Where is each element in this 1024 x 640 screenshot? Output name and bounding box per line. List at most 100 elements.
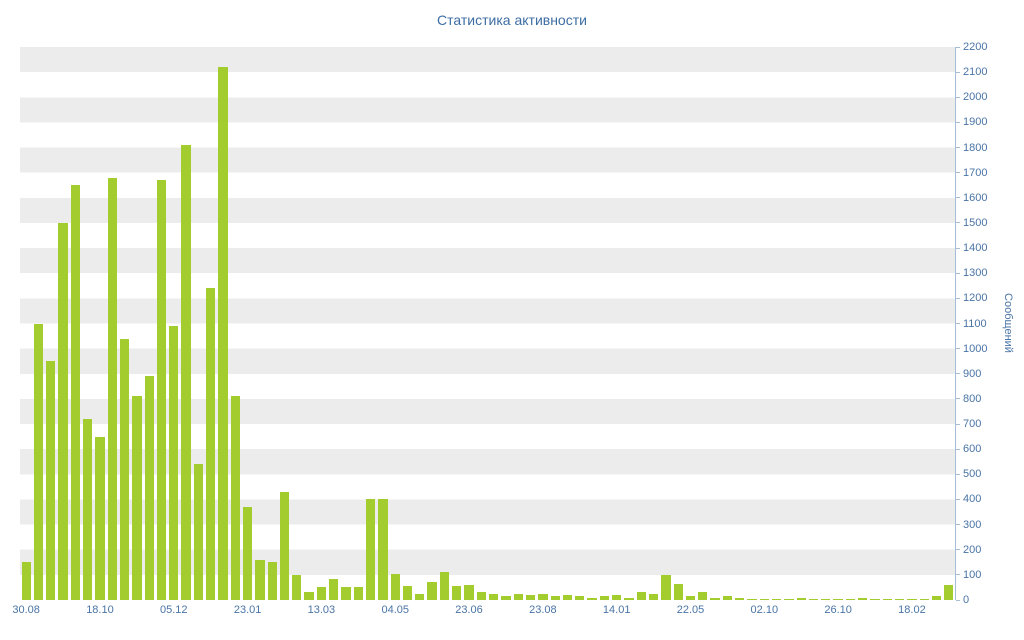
bar (242, 507, 253, 600)
y-tick-mark (956, 473, 960, 475)
y-tick-mark (956, 147, 960, 149)
y-tick-mark (956, 448, 960, 450)
bar (58, 222, 68, 600)
y-axis-title: Сообщений (1002, 293, 1014, 353)
bar (944, 584, 954, 600)
bar (550, 596, 560, 600)
bar (759, 598, 769, 600)
x-tick-label: 04.05 (381, 604, 409, 616)
bar (894, 598, 905, 600)
y-tick-label: 1400 (963, 242, 988, 255)
y-tick-label: 400 (963, 493, 982, 506)
x-tick-label: 13.03 (307, 604, 336, 616)
y-tick-label: 1700 (963, 166, 988, 179)
bar (722, 596, 733, 600)
y-tick-label: 1000 (963, 342, 988, 355)
y-tick-mark (956, 373, 960, 375)
bar (636, 592, 646, 600)
plot-area (20, 47, 956, 600)
bar (685, 596, 696, 600)
x-tick-label: 30.08 (12, 604, 40, 616)
y-tick-label: 0 (963, 594, 970, 606)
bar (870, 598, 880, 600)
y-tick-mark (956, 323, 960, 324)
y-tick-label: 200 (963, 543, 982, 556)
bar (476, 592, 486, 600)
bar (292, 574, 302, 600)
x-axis: 30.08 18.10 05.12 23.01 13.03 04.05 23.06 23.08… (12, 604, 955, 620)
x-tick-label: 14.01 (602, 604, 631, 616)
y-tick-label: 1300 (963, 267, 988, 280)
bar (513, 593, 523, 600)
y-tick-label: 1500 (963, 216, 988, 229)
bar (599, 596, 610, 600)
bar (230, 396, 240, 600)
bar (119, 338, 130, 600)
x-tick-label: 18.02 (898, 604, 926, 616)
bar (132, 396, 142, 600)
y-tick-label: 300 (963, 518, 982, 531)
y-tick-mark (956, 524, 960, 526)
bar (156, 180, 167, 600)
bar (796, 597, 806, 600)
bar (501, 596, 511, 600)
bar (427, 582, 437, 600)
bar (575, 596, 585, 600)
y-tick-mark (956, 599, 960, 601)
bar (538, 593, 548, 600)
y-tick-label: 2200 (963, 41, 988, 53)
bar (562, 594, 573, 600)
bar (218, 67, 228, 600)
bar (808, 598, 819, 600)
y-tick-mark (956, 197, 960, 199)
y-tick-mark (956, 348, 960, 350)
bar (33, 323, 44, 600)
y-tick-label: 1900 (963, 116, 988, 129)
y-tick-label: 700 (963, 418, 982, 431)
bar (193, 464, 204, 600)
y-tick-mark (956, 172, 960, 174)
y-tick-mark (956, 222, 960, 224)
y-tick-mark (956, 498, 960, 500)
bar (107, 177, 117, 600)
x-tick-label: 05.12 (160, 604, 188, 616)
bar (882, 598, 892, 600)
bar (95, 436, 105, 600)
bar (452, 586, 462, 600)
y-tick-label: 2000 (963, 91, 988, 104)
bar (661, 574, 671, 600)
bar (415, 593, 425, 600)
x-tick-label: 26.10 (824, 604, 852, 616)
bar (464, 584, 474, 600)
y-tick-mark (956, 46, 960, 48)
bar (353, 587, 363, 600)
y-tick-mark (956, 71, 960, 73)
bar (673, 583, 683, 600)
bar (83, 419, 93, 600)
bar (144, 376, 154, 600)
y-tick-label: 2100 (963, 66, 988, 79)
bar (525, 594, 536, 600)
bar (206, 288, 216, 600)
y-tick-mark (956, 96, 960, 98)
y-tick-mark (956, 398, 960, 400)
y-tick-label: 100 (963, 568, 982, 581)
bar (439, 572, 450, 600)
y-tick-mark (956, 423, 960, 425)
bar (784, 598, 794, 600)
y-tick-label: 500 (963, 468, 982, 481)
y-tick-label: 1800 (963, 141, 988, 154)
bar (612, 594, 622, 600)
bar (747, 598, 757, 600)
bar (329, 578, 339, 600)
y-tick-label: 600 (963, 443, 982, 456)
bar (698, 592, 708, 600)
bar (169, 326, 179, 600)
bar (390, 573, 400, 600)
bar (907, 598, 917, 600)
y-tick-mark (956, 121, 960, 123)
x-tick-label: 18.10 (86, 604, 114, 616)
x-tick-label: 23.06 (455, 604, 483, 616)
chart-title: Статистика активности (437, 12, 587, 28)
